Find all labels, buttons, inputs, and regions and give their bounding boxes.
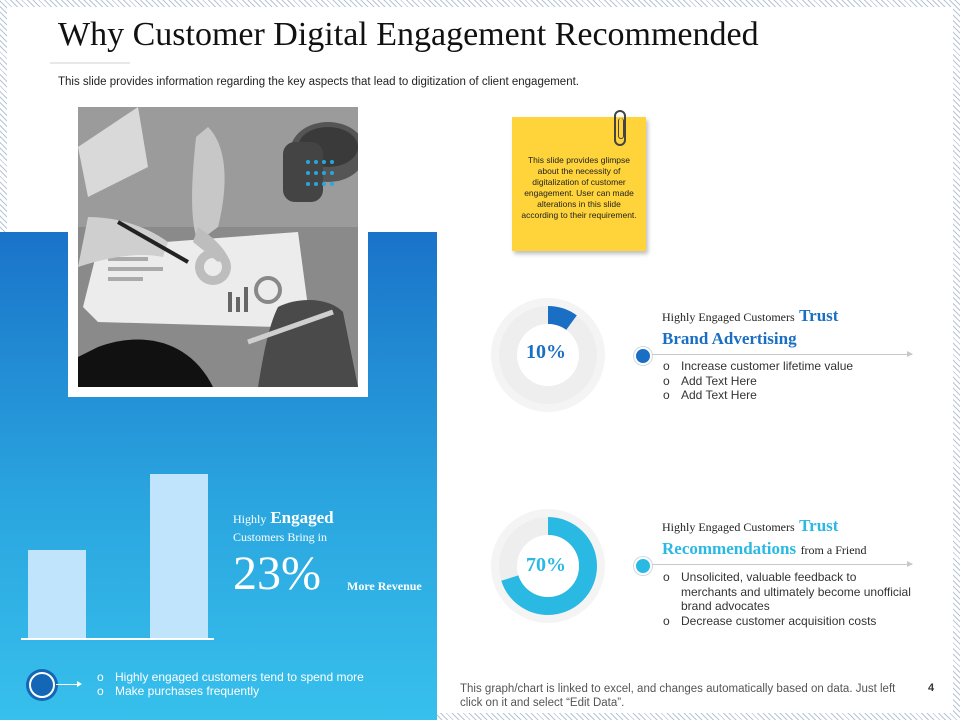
list-item: Make purchases frequently bbox=[97, 684, 364, 698]
list-item: Highly engaged customers tend to spend m… bbox=[97, 670, 364, 684]
list-item: Add Text Here bbox=[663, 388, 913, 403]
item-heading-emph: Trust bbox=[799, 516, 839, 535]
page-subtitle: This slide provides information regardin… bbox=[58, 76, 579, 88]
arrow-right-icon bbox=[56, 681, 82, 687]
sticky-note: This slide provides glimpse about the ne… bbox=[512, 117, 646, 251]
donut-hole bbox=[517, 535, 579, 597]
stat-heading: Highly Engaged bbox=[233, 508, 334, 528]
bar-baseline bbox=[21, 638, 214, 640]
item-bullet-list: Unsolicited, valuable feedback to mercha… bbox=[663, 570, 913, 629]
donut-arc bbox=[499, 306, 597, 404]
photo-illustration bbox=[78, 107, 358, 387]
item-heading-emph2: Recommendations bbox=[662, 539, 797, 558]
stat-value: 23% bbox=[233, 547, 321, 600]
list-item: Add Text Here bbox=[663, 374, 913, 389]
item-heading-emph2: Brand Advertising bbox=[662, 329, 797, 348]
paperclip-icon bbox=[614, 110, 626, 146]
business-meeting-photo bbox=[78, 107, 358, 387]
item-heading: Highly Engaged Customers Trust bbox=[662, 306, 838, 326]
stat-word-1: Highly bbox=[233, 512, 267, 526]
arrow-right-icon bbox=[652, 561, 913, 567]
donut-chart-10 bbox=[491, 298, 605, 412]
item-heading: Highly Engaged Customers Trust bbox=[662, 516, 838, 536]
stat-word-2: Engaged bbox=[270, 508, 334, 527]
list-item: Unsolicited, valuable feedback to mercha… bbox=[663, 570, 913, 614]
item-heading-line2: Recommendations from a Friend bbox=[662, 539, 867, 559]
page-title: Why Customer Digital Engagement Recommen… bbox=[58, 16, 759, 53]
item-bullet-list: Increase customer lifetime value Add Tex… bbox=[663, 359, 913, 403]
item-heading-tail: from a Friend bbox=[800, 543, 867, 557]
title-underline bbox=[50, 62, 130, 64]
footer-note: This graph/chart is linked to excel, and… bbox=[460, 683, 896, 709]
page-number: 4 bbox=[928, 682, 935, 694]
arrow-right-icon bbox=[652, 351, 913, 357]
item-heading-line2: Brand Advertising bbox=[662, 329, 797, 349]
stat-suffix: More Revenue bbox=[347, 579, 422, 593]
item-heading-pre: Highly Engaged Customers bbox=[662, 310, 795, 324]
donut-hole bbox=[517, 324, 579, 386]
donut-chart-70 bbox=[491, 509, 605, 623]
item-marker-icon bbox=[634, 557, 652, 575]
panel-bullet-list: Highly engaged customers tend to spend m… bbox=[97, 670, 364, 698]
item-heading-pre: Highly Engaged Customers bbox=[662, 520, 795, 534]
donut-arc bbox=[499, 517, 597, 615]
item-heading-emph: Trust bbox=[799, 306, 839, 325]
list-item: Increase customer lifetime value bbox=[663, 359, 913, 374]
sticky-note-text: This slide provides glimpse about the ne… bbox=[521, 155, 637, 220]
revenue-bar-2 bbox=[150, 474, 208, 638]
donut-percent: 10% bbox=[526, 341, 566, 363]
revenue-bar-1 bbox=[28, 550, 86, 638]
stat-subheading: Customers Bring in bbox=[233, 530, 328, 544]
bullet-marker-icon bbox=[29, 672, 55, 698]
list-item: Decrease customer acquisition costs bbox=[663, 614, 913, 629]
donut-percent: 70% bbox=[526, 554, 566, 576]
item-marker-icon bbox=[634, 347, 652, 365]
